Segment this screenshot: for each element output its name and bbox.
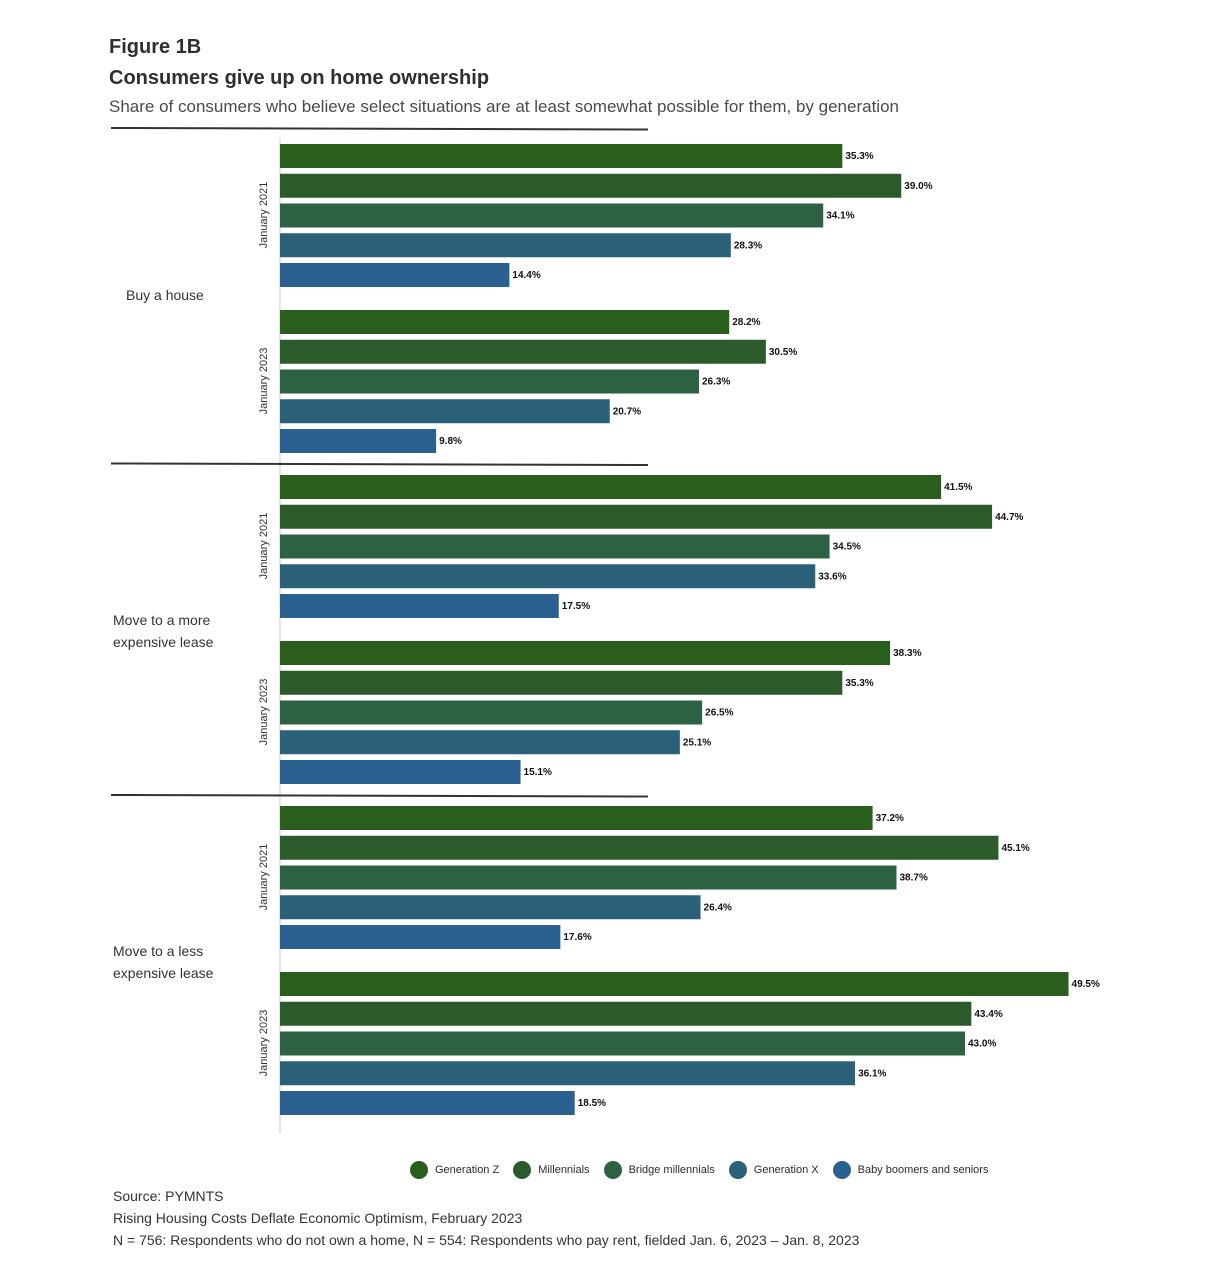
category-label: Move to a more expensive lease bbox=[113, 612, 214, 650]
bar bbox=[280, 972, 1069, 996]
bar-value-label: 49.5% bbox=[1072, 979, 1100, 990]
bar bbox=[280, 369, 699, 394]
bar bbox=[280, 564, 816, 589]
bar-value-label: 34.1% bbox=[826, 211, 854, 222]
category-label: Buy a house bbox=[126, 287, 204, 303]
legend: Generation Z Millennials Bridge millenni… bbox=[410, 1161, 1002, 1179]
bar-value-label: 15.1% bbox=[524, 767, 552, 778]
bar bbox=[280, 641, 891, 665]
bar-value-label: 28.3% bbox=[734, 240, 762, 251]
bar bbox=[280, 339, 766, 364]
figure-label: Figure 1B bbox=[109, 36, 202, 58]
report-note: Rising Housing Costs Deflate Economic Op… bbox=[113, 1210, 523, 1226]
bar bbox=[280, 925, 561, 949]
bar bbox=[280, 534, 830, 559]
bar-value-label: 26.4% bbox=[704, 902, 732, 913]
bar bbox=[280, 173, 902, 198]
chart-subtitle: Share of consumers who believe select si… bbox=[109, 97, 899, 116]
legend-label: Generation X bbox=[753, 1164, 819, 1176]
legend-label: Bridge millennials bbox=[628, 1164, 715, 1176]
bar-value-label: 26.5% bbox=[705, 708, 733, 719]
chart-title: Consumers give up on home ownership bbox=[109, 67, 490, 89]
bar-value-label: 39.0% bbox=[904, 181, 932, 192]
bar-value-label: 43.4% bbox=[974, 1009, 1002, 1020]
period-label: January 2023 bbox=[258, 348, 270, 415]
bar-value-label: 17.5% bbox=[562, 601, 590, 612]
bar-value-label: 26.3% bbox=[702, 377, 730, 388]
legend-swatch bbox=[410, 1161, 428, 1179]
chart-notes: Source: PYMNTS Rising Housing Costs Defl… bbox=[113, 1185, 859, 1251]
bar bbox=[280, 233, 731, 258]
bar-value-label: 38.7% bbox=[899, 873, 927, 884]
category-label: Move to a less expensive lease bbox=[113, 943, 214, 981]
bar-value-label: 28.2% bbox=[732, 317, 760, 328]
bar bbox=[280, 263, 510, 287]
bar-value-label: 25.1% bbox=[683, 737, 711, 748]
bar-value-label: 9.8% bbox=[439, 436, 462, 447]
bar bbox=[280, 594, 559, 618]
bar bbox=[280, 806, 873, 830]
bar-value-label: 35.3% bbox=[845, 678, 873, 689]
bar-value-label: 45.1% bbox=[1001, 843, 1029, 854]
bar-value-label: 43.0% bbox=[968, 1039, 996, 1050]
bar bbox=[280, 730, 680, 755]
bar-value-label: 14.4% bbox=[512, 270, 540, 281]
bar bbox=[280, 1061, 856, 1086]
bar bbox=[280, 310, 730, 334]
bar-value-label: 38.3% bbox=[893, 648, 921, 659]
bar bbox=[280, 144, 843, 168]
bar-value-label: 17.6% bbox=[563, 932, 591, 943]
sample-note: N = 756: Respondents who do not own a ho… bbox=[113, 1232, 860, 1248]
bar bbox=[280, 1091, 575, 1115]
bar bbox=[280, 429, 437, 453]
legend-item-baby-boomers: Baby boomers and seniors bbox=[832, 1161, 989, 1179]
bar bbox=[280, 835, 999, 860]
bar bbox=[280, 865, 897, 890]
bar bbox=[280, 1031, 965, 1056]
bar-value-label: 18.5% bbox=[578, 1098, 606, 1109]
legend-label: Generation Z bbox=[435, 1164, 500, 1176]
source-note: Source: PYMNTS bbox=[113, 1188, 224, 1204]
period-label: January 2023 bbox=[258, 679, 270, 746]
legend-item-generation-z: Generation Z bbox=[410, 1161, 499, 1179]
period-label: January 2021 bbox=[258, 182, 270, 249]
bar bbox=[280, 700, 703, 725]
bar-value-label: 35.3% bbox=[845, 151, 873, 162]
period-label: January 2021 bbox=[258, 513, 270, 580]
bar-chart: Buy a house January 2021 35.3% 39.0% 34.1% 28… bbox=[110, 127, 1100, 1133]
bar bbox=[280, 895, 701, 920]
bar bbox=[280, 475, 942, 499]
bar bbox=[280, 1001, 972, 1026]
bar bbox=[280, 399, 610, 424]
legend-swatch bbox=[832, 1161, 851, 1179]
legend-swatch bbox=[603, 1161, 622, 1179]
legend-item-millennials: Millennials bbox=[513, 1161, 590, 1179]
group-separator bbox=[110, 794, 649, 798]
legend-label: Baby boomers and seniors bbox=[857, 1164, 989, 1176]
legend-item-bridge-millennials: Bridge millennials bbox=[603, 1161, 715, 1179]
bar-value-label: 44.7% bbox=[995, 512, 1023, 523]
group-separator bbox=[110, 127, 649, 131]
bar-value-label: 20.7% bbox=[613, 406, 641, 417]
bar bbox=[280, 670, 843, 695]
legend-swatch bbox=[513, 1161, 532, 1179]
bar-value-label: 34.5% bbox=[833, 542, 861, 553]
bar-value-label: 33.6% bbox=[818, 571, 846, 582]
bar bbox=[280, 760, 521, 784]
bar bbox=[280, 203, 824, 228]
legend-item-generation-x: Generation X bbox=[728, 1161, 819, 1179]
bar-value-label: 30.5% bbox=[769, 347, 797, 358]
bar bbox=[280, 504, 993, 529]
bar-value-label: 37.2% bbox=[876, 813, 904, 824]
period-label: January 2021 bbox=[258, 844, 270, 911]
legend-label: Millennials bbox=[538, 1164, 590, 1176]
period-label: January 2023 bbox=[258, 1010, 270, 1077]
bar-value-label: 36.1% bbox=[858, 1068, 886, 1079]
group-separator bbox=[110, 462, 649, 466]
bar-value-label: 41.5% bbox=[944, 482, 972, 493]
legend-swatch bbox=[728, 1161, 747, 1179]
